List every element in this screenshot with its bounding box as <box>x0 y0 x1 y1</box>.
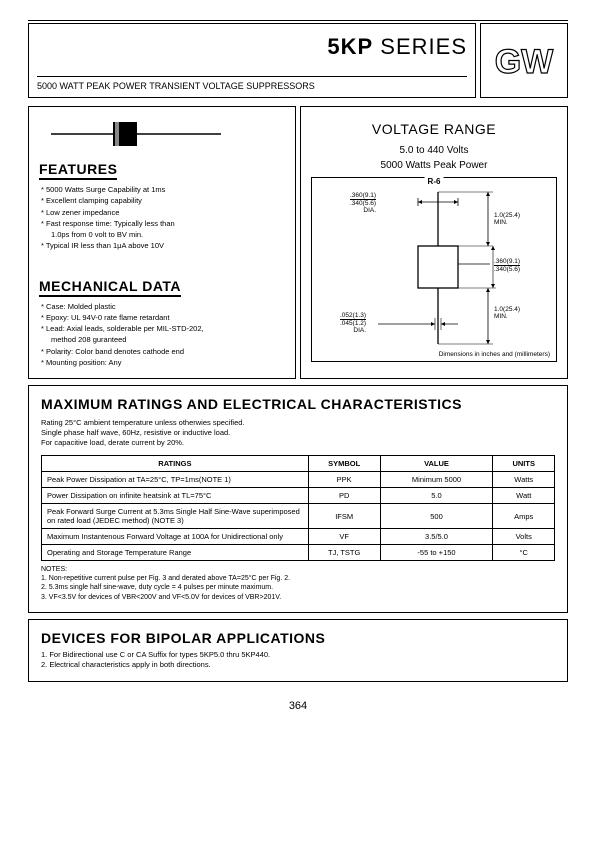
series-bold: 5KP <box>327 34 373 59</box>
feature-item: Fast response time: Typically less than <box>41 218 285 229</box>
th-symbol: SYMBOL <box>308 456 380 472</box>
series-rest: SERIES <box>373 34 467 59</box>
th-ratings: RATINGS <box>42 456 309 472</box>
table-row: Peak Forward Surge Current at 5.3ms Sing… <box>42 504 555 529</box>
table-row: Power Dissipation on infinite heatsink a… <box>42 488 555 504</box>
dim-label: .360(9.1) .340(5.6) DIA. <box>350 192 376 214</box>
subtitle: 5000 WATT PEAK POWER TRANSIENT VOLTAGE S… <box>37 76 467 91</box>
gw-logo-icon: GW <box>489 41 559 81</box>
mech-item: Polarity: Color band denotes cathode end <box>41 346 285 357</box>
dim-label: .360(9.1) .340(5.6) <box>494 258 520 273</box>
mech-list: Case: Molded plastic Epoxy: UL 94V-0 rat… <box>41 301 285 369</box>
package-caption: Dimensions in inches and (millimeters) <box>439 351 550 358</box>
ratings-notes: NOTES: 1. Non-repetitive current pulse p… <box>41 565 555 601</box>
mech-item: Case: Molded plastic <box>41 301 285 312</box>
title-box: 5KP SERIES 5000 WATT PEAK POWER TRANSIEN… <box>28 23 476 98</box>
feature-item: Low zener impedance <box>41 207 285 218</box>
diode-symbol-icon <box>51 117 285 153</box>
voltage-range-heading: VOLTAGE RANGE <box>311 121 557 137</box>
feature-item: 1.0ps from 0 volt to BV min. <box>51 229 285 240</box>
voltage-range-power: 5000 Watts Peak Power <box>311 160 557 171</box>
th-value: VALUE <box>380 456 493 472</box>
svg-text:GW: GW <box>495 43 554 81</box>
mech-item: method 208 guranteed <box>51 334 285 345</box>
left-column: FEATURES 5000 Watts Surge Capability at … <box>28 106 296 379</box>
dim-label: 1.0(25.4) MIN. <box>494 306 520 320</box>
ratings-box: MAXIMUM RATINGS AND ELECTRICAL CHARACTER… <box>28 385 568 613</box>
ratings-intro: Rating 25°C ambient temperature unless o… <box>41 418 555 447</box>
table-row: Maximum Instantenous Forward Voltage at … <box>42 529 555 545</box>
bipolar-list: 1. For Bidirectional use C or CA Suffix … <box>41 650 555 671</box>
top-rule <box>28 20 568 21</box>
ratings-table: RATINGS SYMBOL VALUE UNITS Peak Power Di… <box>41 455 555 561</box>
package-drawing-box: R-6 <box>311 177 557 362</box>
right-column: VOLTAGE RANGE 5.0 to 440 Volts 5000 Watt… <box>300 106 568 379</box>
mech-heading: MECHANICAL DATA <box>39 278 181 297</box>
th-units: UNITS <box>493 456 555 472</box>
package-label: R-6 <box>425 177 444 186</box>
mech-item: Epoxy: UL 94V-0 rate flame retardant <box>41 312 285 323</box>
main-row: FEATURES 5000 Watts Surge Capability at … <box>28 106 568 379</box>
features-list: 5000 Watts Surge Capability at 1ms Excel… <box>41 184 285 252</box>
bipolar-box: DEVICES FOR BIPOLAR APPLICATIONS 1. For … <box>28 619 568 682</box>
page-number: 364 <box>28 700 568 712</box>
table-header-row: RATINGS SYMBOL VALUE UNITS <box>42 456 555 472</box>
mech-item: Lead: Axial leads, solderable per MIL-ST… <box>41 323 285 334</box>
ratings-heading: MAXIMUM RATINGS AND ELECTRICAL CHARACTER… <box>41 396 555 412</box>
logo-box: GW <box>480 23 568 98</box>
feature-item: Typical IR less than 1μA above 10V <box>41 240 285 251</box>
feature-item: 5000 Watts Surge Capability at 1ms <box>41 184 285 195</box>
bipolar-heading: DEVICES FOR BIPOLAR APPLICATIONS <box>41 630 555 646</box>
features-heading: FEATURES <box>39 161 117 180</box>
table-row: Operating and Storage Temperature Range … <box>42 545 555 561</box>
series-title: 5KP SERIES <box>37 34 467 60</box>
dim-label: 1.0(25.4) MIN. <box>494 212 520 226</box>
header-row: 5KP SERIES 5000 WATT PEAK POWER TRANSIEN… <box>28 23 568 98</box>
mech-item: Mounting position: Any <box>41 357 285 368</box>
table-row: Peak Power Dissipation at TA=25°C, TP=1m… <box>42 472 555 488</box>
dim-label: .052(1.3) .045(1.2) DIA. <box>340 312 366 334</box>
voltage-range-value: 5.0 to 440 Volts <box>311 145 557 156</box>
feature-item: Excellent clamping capability <box>41 195 285 206</box>
